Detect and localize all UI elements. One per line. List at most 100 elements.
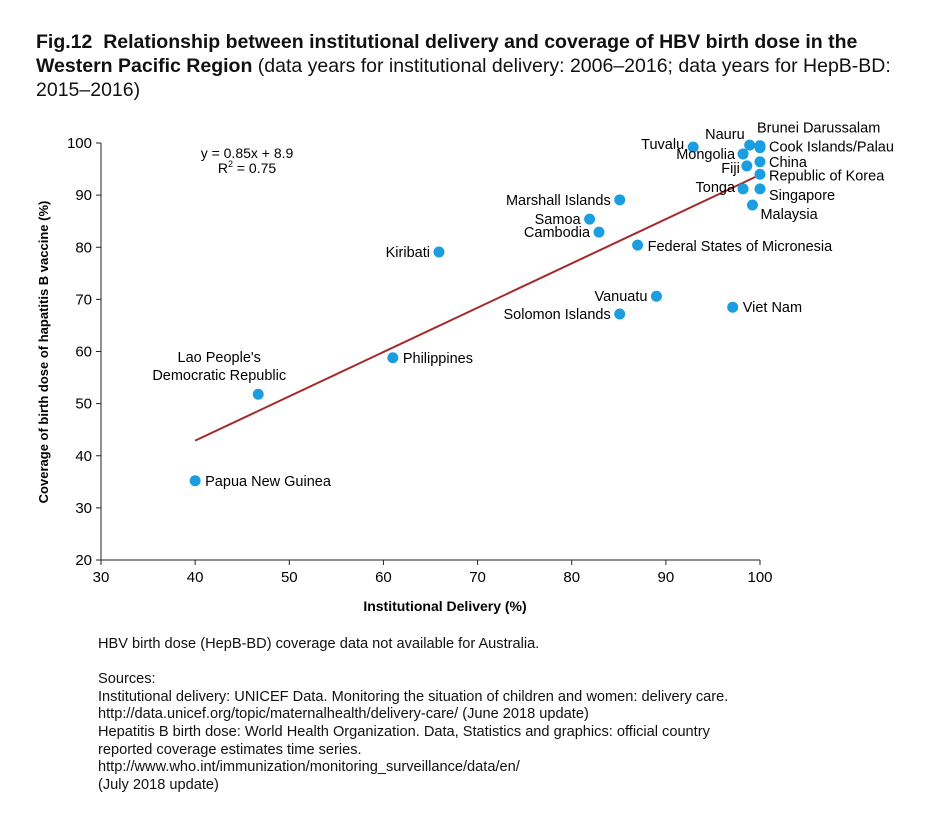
r2-sup: 2 <box>228 159 233 169</box>
data-point: Papua New Guinea <box>189 474 332 490</box>
data-point: Malaysia <box>746 199 819 223</box>
point-label-line2: Democratic Republic <box>152 368 286 384</box>
x-axis-label: Institutional Delivery (%) <box>363 598 526 614</box>
y-axis-label: Coverage of birth dose of hapatitis B va… <box>36 201 51 504</box>
sources-heading: Sources: <box>98 671 156 688</box>
point-marker <box>189 475 201 487</box>
figure-number: Fig.12 <box>36 31 93 53</box>
source-line: http://data.unicef.org/topic/maternalhea… <box>98 706 589 723</box>
point-label: Vanuatu <box>594 289 647 305</box>
r2-value: = 0.75 <box>233 160 276 176</box>
x-tick-label: 70 <box>469 569 486 586</box>
point-marker <box>746 199 758 211</box>
x-tick-label: 90 <box>658 569 675 586</box>
y-tick-label: 70 <box>75 291 92 308</box>
point-label: Kiribati <box>386 245 430 261</box>
y-tick-label: 60 <box>75 344 92 361</box>
point-label: Tuvalu <box>641 137 684 153</box>
data-point: Singapore <box>754 183 835 204</box>
point-marker <box>744 139 756 151</box>
source-line: Institutional delivery: UNICEF Data. Mon… <box>98 688 729 705</box>
source-line: http://www.who.int/immunization/monitori… <box>98 759 520 776</box>
point-label: Samoa <box>535 212 582 228</box>
point-label: Brunei Darussalam <box>757 121 880 137</box>
y-tick-label: 80 <box>75 239 92 256</box>
point-label: Malaysia <box>760 207 818 223</box>
data-point: Kiribati <box>386 245 445 261</box>
y-tick-label: 90 <box>75 187 92 204</box>
source-line: reported coverage estimates time series. <box>98 741 362 758</box>
point-label: Cambodia <box>524 225 591 241</box>
point-marker <box>727 301 739 313</box>
x-tick-label: 100 <box>747 569 772 586</box>
point-label: Mongolia <box>676 147 736 163</box>
point-label: Philippines <box>403 351 473 367</box>
point-marker <box>387 352 399 364</box>
data-point: Solomon Islands <box>504 307 626 323</box>
points: Papua New Guinea Lao People's Democratic R… <box>152 121 894 490</box>
y-tick-label: 20 <box>75 552 92 569</box>
r-squared: R2 = 0.75 <box>218 159 277 176</box>
point-marker <box>687 141 699 153</box>
point-marker <box>754 142 766 154</box>
x-tick-label: 60 <box>375 569 392 586</box>
point-label: Federal States of Micronesia <box>648 239 833 255</box>
source-line: Hepatitis B birth dose: World Health Org… <box>98 723 710 740</box>
point-label: Tonga <box>696 180 736 196</box>
x-tick-label: 40 <box>187 569 204 586</box>
point-label: China <box>769 155 808 171</box>
data-point: Tonga <box>696 180 749 196</box>
data-point: Federal States of Micronesia <box>632 239 833 255</box>
point-label: Singapore <box>769 188 835 204</box>
title-bold: Relationship between institutional deliv… <box>36 31 858 77</box>
point-marker <box>614 194 626 206</box>
point-label: Fiji <box>721 161 740 177</box>
point-label: Solomon Islands <box>504 307 611 323</box>
data-point: Lao People's Democratic Republic <box>152 350 286 400</box>
point-label: Marshall Islands <box>506 193 611 209</box>
point-marker <box>741 160 753 172</box>
point-marker <box>754 168 766 180</box>
data-point: Vanuatu <box>594 289 662 305</box>
point-label: Papua New Guinea <box>205 474 332 490</box>
y-tick-label: 100 <box>67 135 92 152</box>
y-tick-label: 40 <box>75 448 92 465</box>
r2-label: R <box>218 160 228 176</box>
x-tick-label: 80 <box>563 569 580 586</box>
source-line: (July 2018 update) <box>98 776 219 793</box>
data-point: Samoa <box>535 212 596 228</box>
point-label: Republic of Korea <box>769 168 885 184</box>
point-marker <box>737 183 749 195</box>
point-marker <box>593 226 605 238</box>
trend-equation: y = 0.85x + 8.9 <box>201 145 294 161</box>
point-marker <box>433 246 445 258</box>
point-label: Nauru <box>705 127 745 143</box>
data-point: Cambodia <box>524 225 605 241</box>
title-note: (data years for institutional delivery: … <box>36 55 891 101</box>
point-marker <box>754 156 766 168</box>
data-point: China <box>754 155 808 171</box>
data-point: Tuvalu <box>641 137 699 153</box>
data-point: Cook Islands/Palau <box>754 140 894 156</box>
point-marker <box>650 290 662 302</box>
data-point: Nauru <box>705 127 756 151</box>
point-marker <box>252 388 264 400</box>
point-marker <box>584 213 596 225</box>
point-marker <box>754 183 766 195</box>
data-point: Viet Nam <box>727 300 802 316</box>
point-marker <box>737 148 749 160</box>
data-point: Philippines <box>387 351 473 367</box>
data-point: Marshall Islands <box>506 193 626 209</box>
x-tick-label: 30 <box>93 569 110 586</box>
x-tick-label: 50 <box>281 569 298 586</box>
australia-note: HBV birth dose (HepB-BD) coverage data n… <box>98 636 540 652</box>
point-label: Cook Islands/Palau <box>769 140 894 156</box>
point-label: Viet Nam <box>743 300 802 316</box>
point-marker <box>614 308 626 320</box>
point-marker <box>632 239 644 251</box>
trend-line <box>194 176 756 442</box>
data-point: Mongolia <box>676 147 749 163</box>
data-point: Fiji <box>721 160 753 177</box>
data-point: Republic of Korea <box>754 168 885 184</box>
